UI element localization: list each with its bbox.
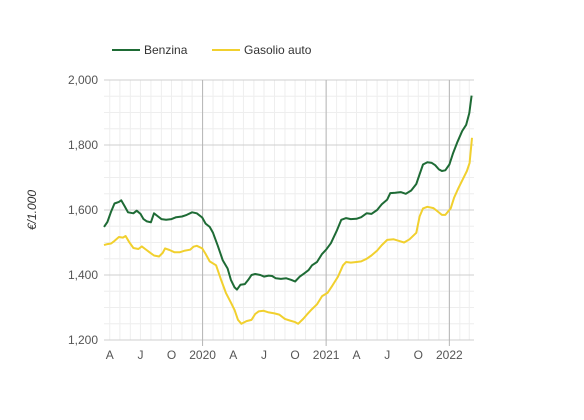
x-axis: A J O 2020 A J O 2021 A J O 2022 xyxy=(106,348,463,362)
x-tick-label: 2022 xyxy=(436,348,463,362)
y-axis: 1,200 1,400 1,600 1,800 2,000 xyxy=(68,73,98,347)
x-tick-label: 2021 xyxy=(313,348,340,362)
x-tick-label: O xyxy=(290,348,299,362)
legend-label: Gasolio auto xyxy=(244,43,312,57)
y-tick-label: 1,400 xyxy=(68,268,98,282)
x-tick-label: J xyxy=(137,348,143,362)
x-tick-label: 2020 xyxy=(189,348,216,362)
gridlines xyxy=(104,79,474,346)
x-tick-label: A xyxy=(229,348,237,362)
x-tick-label: J xyxy=(261,348,267,362)
legend-label: Benzina xyxy=(144,43,188,57)
x-tick-label: A xyxy=(353,348,361,362)
series-line-benzina xyxy=(103,95,473,291)
y-axis-label: €/1.000 xyxy=(25,190,39,230)
series-lines xyxy=(103,95,473,325)
y-tick-label: 1,600 xyxy=(68,203,98,217)
x-tick-label: O xyxy=(414,348,423,362)
y-tick-label: 2,000 xyxy=(68,73,98,87)
x-tick-label: J xyxy=(384,348,390,362)
series-line-gasolio-auto xyxy=(103,137,473,325)
legend: Benzina Gasolio auto xyxy=(112,43,312,57)
y-tick-label: 1,200 xyxy=(68,333,98,347)
y-tick-label: 1,800 xyxy=(68,138,98,152)
x-tick-label: A xyxy=(106,348,114,362)
x-tick-label: O xyxy=(167,348,176,362)
